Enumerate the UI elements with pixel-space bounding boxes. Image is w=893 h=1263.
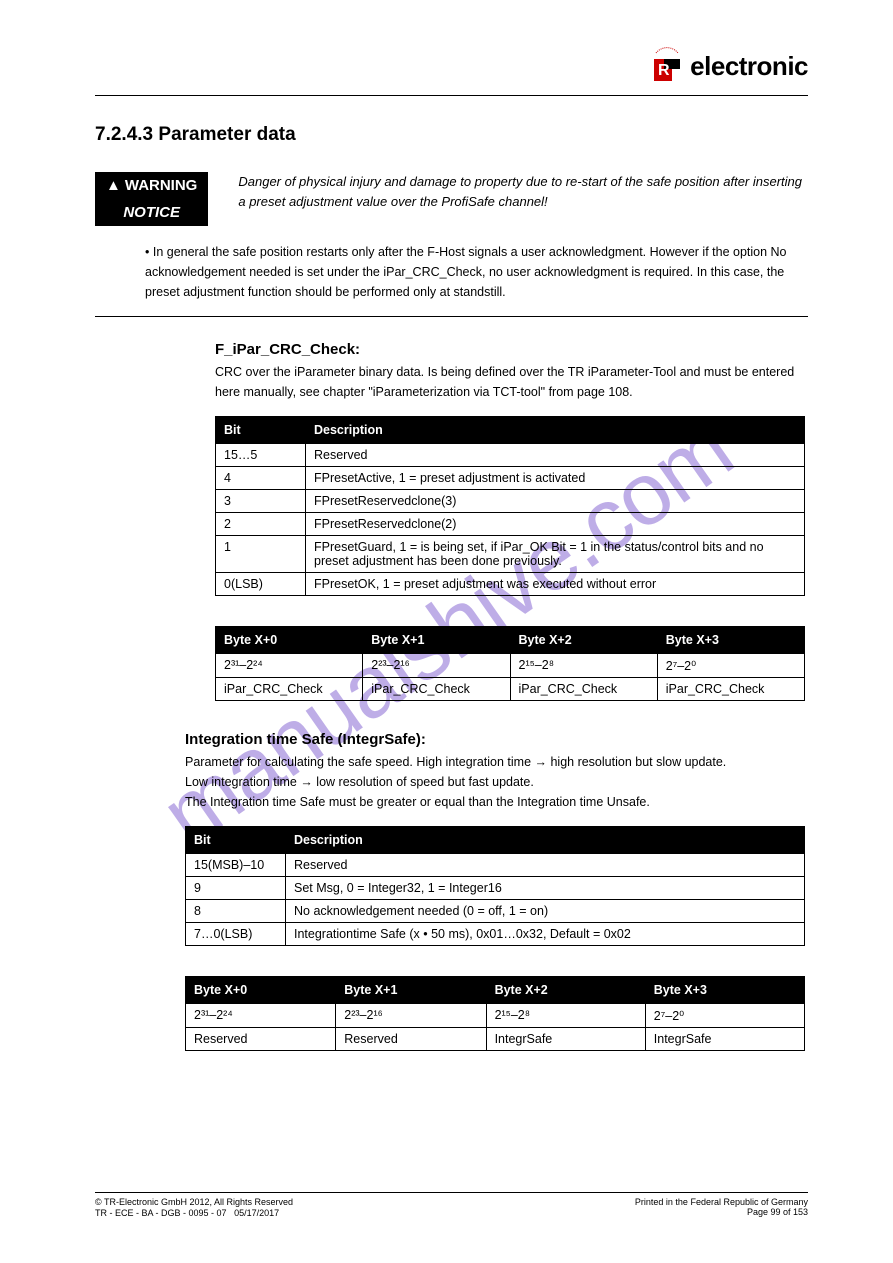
subsection-desc-2: Parameter for calculating the safe speed… — [95, 752, 808, 812]
table-ipar-bits: Bit Description 15…5Reserved4FPresetActi… — [215, 416, 805, 596]
intro-bullet: • In general the safe position restarts … — [95, 242, 808, 302]
notice-label: NOTICE — [95, 199, 208, 226]
page-footer: © TR-Electronic GmbH 2012, All Rights Re… — [95, 1192, 808, 1218]
logo-icon: R — [646, 45, 688, 87]
warning-icon: ▲ — [106, 177, 121, 194]
warning-text: Danger of physical injury and damage to … — [238, 172, 808, 226]
footer-copyright: © TR-Electronic GmbH 2012, All Rights Re… — [95, 1197, 293, 1207]
table-row: 2FPresetReservedclone(2) — [216, 513, 805, 536]
table-row: 4FPresetActive, 1 = preset adjustment is… — [216, 467, 805, 490]
table-row: 8No acknowledgement needed (0 = off, 1 =… — [186, 900, 805, 923]
svg-text:R: R — [658, 62, 670, 79]
footer-printed: Printed in the Federal Republic of Germa… — [635, 1197, 808, 1207]
table-row: 0(LSB)FPresetOK, 1 = preset adjustment w… — [216, 573, 805, 596]
table-row: 3FPresetReservedclone(3) — [216, 490, 805, 513]
table-row: 15…5Reserved — [216, 444, 805, 467]
warning-label: ▲ WARNING — [95, 172, 208, 199]
table-row: 1FPresetGuard, 1 = is being set, if iPar… — [216, 536, 805, 573]
logo: R electronic — [646, 45, 808, 87]
divider — [95, 316, 808, 317]
logo-text: electronic — [690, 51, 808, 82]
table-integr-bits: Bit Description 15(MSB)–10Reserved9Set M… — [185, 826, 805, 946]
table-ipar-bytes: Byte X+0Byte X+1Byte X+2Byte X+3 2³¹–2²⁴… — [215, 626, 805, 701]
table-row: 15(MSB)–10Reserved — [186, 854, 805, 877]
subsection-title-1: F_iPar_CRC_Check: — [95, 341, 808, 358]
subsection-desc-1: CRC over the iParameter binary data. Is … — [95, 362, 808, 402]
table-row: 9Set Msg, 0 = Integer32, 1 = Integer16 — [186, 877, 805, 900]
page-header: R electronic — [95, 45, 808, 96]
table-integr-bytes: Byte X+0Byte X+1Byte X+2Byte X+3 2³¹–2²⁴… — [185, 976, 805, 1051]
warning-block: ▲ WARNING NOTICE Danger of physical inju… — [95, 172, 808, 226]
footer-page: Page 99 of 153 — [635, 1207, 808, 1217]
section-title: 7.2.4.3 Parameter data — [95, 124, 808, 146]
subsection-title-2: Integration time Safe (IntegrSafe): — [95, 731, 808, 748]
table-row: 7…0(LSB)Integrationtime Safe (x • 50 ms)… — [186, 923, 805, 946]
footer-doc: TR - ECE - BA - DGB - 0095 - 07 05/17/20… — [95, 1208, 293, 1218]
